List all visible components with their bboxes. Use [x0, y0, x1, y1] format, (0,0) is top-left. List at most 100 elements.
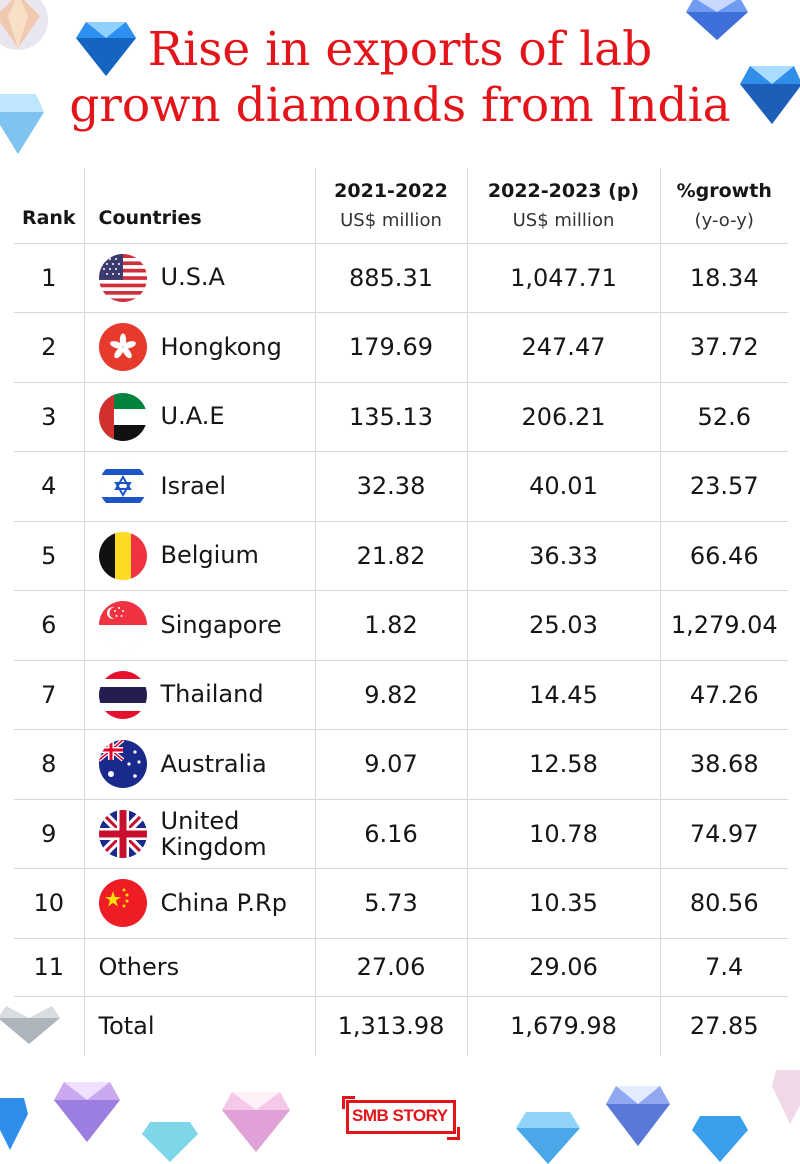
value-2022-2023: 36.33 [466, 520, 660, 591]
rank-cell: 5 [14, 520, 84, 591]
value-2021-2022: 6.16 [314, 798, 467, 869]
value-2021-2022: 32.38 [314, 451, 467, 521]
rank-cell: 9 [14, 798, 84, 869]
total-row: Total 1,313.98 1,679.98 27.85 [14, 995, 788, 1056]
table-row: 3 U.A.E 135.13 206.21 52.6 [14, 381, 788, 452]
country-name: Israel [160, 471, 227, 500]
value-2022-2023: 40.01 [466, 451, 660, 521]
country-cell: Belgium [83, 520, 315, 591]
rank-cell: 2 [14, 312, 84, 382]
total-growth: 27.85 [659, 995, 788, 1056]
singapore-flag-icon [98, 601, 147, 650]
hongkong-flag-icon [98, 323, 147, 372]
country-cell: Singapore [83, 590, 315, 660]
value-2021-2022: 885.31 [314, 242, 467, 313]
growth-value: 18.34 [659, 242, 788, 313]
rank-cell: 1 [14, 242, 84, 313]
value-2021-2022: 9.07 [314, 729, 467, 799]
table-row: 5 Belgium 21.82 36.33 66.46 [14, 520, 788, 591]
country-name: Singapore [160, 610, 282, 639]
diamond-icon [740, 66, 800, 124]
rank-cell [14, 995, 84, 1056]
countries-header: Countries [83, 168, 315, 243]
year-2021-2022-header: 2021-2022 US$ million [314, 168, 467, 243]
uae-flag-icon [98, 392, 147, 441]
table-row: 2 Hongkong 179.69 247.47 37.72 [14, 312, 788, 382]
growth-value: 7.4 [659, 937, 788, 996]
value-2022-2023: 10.78 [466, 798, 660, 869]
table-row: 4 Israel 32.38 40.01 23.57 [14, 451, 788, 521]
rank-cell: 8 [14, 729, 84, 799]
diamond-icon [606, 1086, 670, 1146]
country-name: Others [98, 953, 180, 981]
israel-flag-icon [98, 462, 147, 511]
page-title: Rise in exports of lab grown diamonds fr… [69, 22, 731, 133]
usa-flag-icon [98, 253, 147, 302]
growth-header: %growth (y-o-y) [659, 168, 788, 243]
growth-value: 74.97 [659, 798, 788, 869]
table-row: 1 U.S.A 885.31 1,047.71 18.34 [14, 242, 788, 313]
diamond-icon [0, 0, 48, 50]
diamond-icon [516, 1112, 580, 1164]
growth-value: 23.57 [659, 451, 788, 521]
country-name: Thailand [160, 680, 264, 709]
value-2021-2022: 21.82 [314, 520, 467, 591]
country-cell: China P.Rp [83, 868, 315, 938]
value-2022-2023: 29.06 [466, 937, 660, 996]
country-name: Australia [160, 749, 267, 778]
rank-cell: 7 [14, 659, 84, 730]
country-cell: U.S.A [83, 242, 315, 313]
total-label: Total [83, 995, 315, 1056]
diamond-icon [0, 1098, 28, 1150]
china-flag-icon [98, 879, 147, 928]
value-2022-2023: 12.58 [466, 729, 660, 799]
growth-value: 66.46 [659, 520, 788, 591]
table-row: 11 Others 27.06 29.06 7.4 [14, 937, 788, 996]
rank-cell: 10 [14, 868, 84, 938]
thailand-flag-icon [98, 670, 147, 719]
value-2022-2023: 206.21 [466, 381, 660, 452]
table-row: 8 Australia 9.07 12.58 38.68 [14, 729, 788, 799]
rank-cell: 4 [14, 451, 84, 521]
diamond-icon [772, 1070, 800, 1124]
diamond-icon [686, 0, 748, 40]
value-2022-2023: 247.47 [466, 312, 660, 382]
table-row: 7 Thailand 9.82 14.45 47.26 [14, 659, 788, 730]
diamond-icon [692, 1116, 748, 1162]
country-cell: United Kingdom [83, 798, 315, 869]
value-2021-2022: 9.82 [314, 659, 467, 730]
year-2022-2023-header: 2022-2023 (p) US$ million [466, 168, 660, 243]
country-name: U.A.E [160, 402, 225, 431]
logo-text: SMB STORY [352, 1106, 448, 1125]
value-2022-2023: 1,047.71 [466, 242, 660, 313]
diamond-icon [0, 94, 44, 154]
table-row: 9 United Kingdom 6.16 10.78 74.97 [14, 798, 788, 869]
table-header-row: Rank Countries 2021-2022 US$ million 202… [14, 168, 788, 243]
growth-value: 1,279.04 [659, 590, 788, 660]
australia-flag-icon [98, 740, 147, 789]
country-cell: Others [83, 937, 315, 996]
rank-cell: 3 [14, 381, 84, 452]
growth-value: 37.72 [659, 312, 788, 382]
country-cell: Hongkong [83, 312, 315, 382]
rank-header: Rank [21, 207, 76, 230]
growth-value: 38.68 [659, 729, 788, 799]
value-2021-2022: 27.06 [314, 937, 467, 996]
diamond-icon [76, 22, 136, 76]
country-name: Hongkong [160, 332, 282, 361]
country-cell: Australia [83, 729, 315, 799]
value-2021-2022: 5.73 [314, 868, 467, 938]
country-name: United Kingdom [160, 806, 267, 861]
diamond-icon [142, 1122, 198, 1162]
growth-value: 52.6 [659, 381, 788, 452]
belgium-flag-icon [98, 531, 147, 580]
diamond-icon [222, 1092, 290, 1152]
total-2022-2023: 1,679.98 [466, 995, 660, 1056]
value-2022-2023: 25.03 [466, 590, 660, 660]
uk-flag-icon [98, 809, 147, 858]
growth-value: 47.26 [659, 659, 788, 730]
diamond-icon [54, 1082, 120, 1142]
country-name: U.S.A [160, 263, 225, 292]
value-2022-2023: 10.35 [466, 868, 660, 938]
growth-value: 80.56 [659, 868, 788, 938]
